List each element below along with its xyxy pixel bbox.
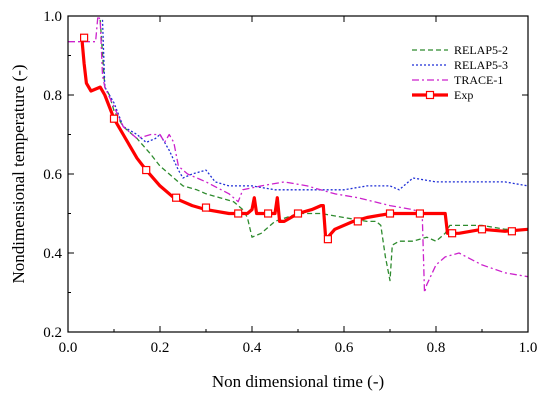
x-tick-label: 0.4	[243, 340, 262, 356]
legend-label-exp: Exp	[454, 88, 473, 102]
data-point-exp	[142, 165, 151, 175]
series-line-relap5-3	[101, 19, 528, 191]
data-point-exp	[507, 227, 516, 236]
legend-label-relap5-2: RELAP5-2	[454, 43, 508, 57]
y-tick-label: 0.6	[43, 167, 62, 183]
legend-label-trace-1: TRACE-1	[454, 73, 503, 87]
data-point-exp	[79, 33, 89, 42]
series-line-trace-1	[68, 16, 528, 294]
x-tick-label: 0.6	[335, 340, 354, 356]
x-axis-title: Non dimensional time (-)	[212, 372, 384, 391]
y-tick-label: 1.0	[43, 9, 62, 25]
data-point-exp	[172, 193, 181, 202]
data-point-exp	[477, 225, 487, 234]
legend-marker-exp	[425, 90, 435, 100]
x-tick-label: 1.0	[519, 340, 538, 356]
data-point-exp	[385, 209, 395, 218]
series-line-relap5-2	[99, 19, 528, 282]
data-point-exp	[353, 217, 362, 226]
data-point-exp	[264, 209, 273, 218]
data-point-exp	[415, 209, 424, 218]
data-point-exp	[109, 114, 119, 123]
axis-layer: 0.0 0.2 0.4 0.6 0.8 1.00.20.40.60.81.0	[43, 9, 537, 356]
y-tick-label: 0.4	[43, 246, 62, 262]
y-tick-label: 0.8	[43, 88, 62, 104]
x-tick-label: 0.2	[151, 340, 170, 356]
x-tick-label: 0.0	[59, 340, 78, 356]
x-tick-label: 0.8	[427, 340, 446, 356]
data-point-exp	[448, 229, 457, 238]
data-point-exp	[323, 235, 332, 244]
data-point-exp	[201, 203, 211, 212]
y-tick-label: 0.2	[43, 325, 62, 341]
data-point-exp	[293, 209, 303, 218]
legend-label-relap5-3: RELAP5-3	[454, 58, 508, 72]
series-line-exp	[80, 37, 528, 239]
series-layer	[68, 16, 528, 294]
data-point-exp	[234, 209, 243, 218]
y-axis-title: Nondimensional temperature (-)	[9, 64, 28, 283]
